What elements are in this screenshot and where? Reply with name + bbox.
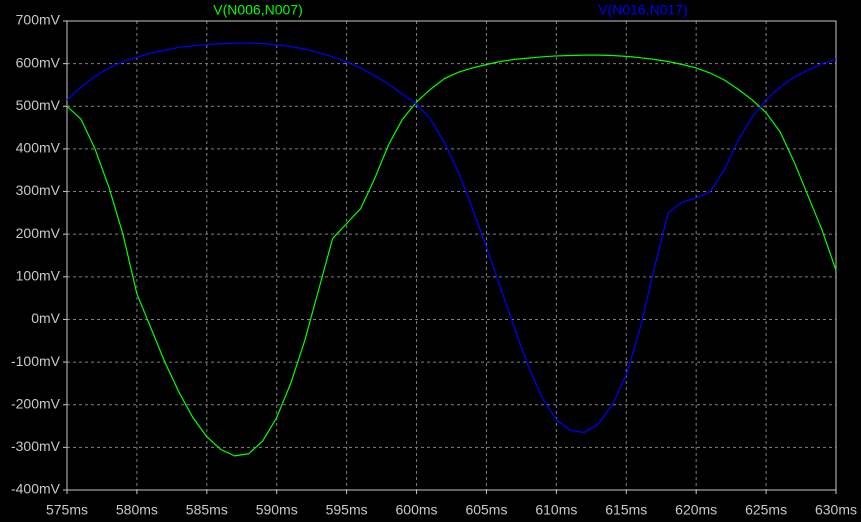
y-tick-label: -100mV [11,353,61,369]
legend-entry: V(N006,N007) [213,2,303,18]
x-tick-label: 630ms [815,502,857,518]
x-tick-label: 580ms [116,502,158,518]
y-tick-label: 500mV [16,97,61,113]
x-tick-label: 590ms [256,502,298,518]
y-tick-label: 400mV [16,140,61,156]
y-tick-label: 100mV [16,268,61,284]
y-tick-label: -200mV [11,395,61,411]
y-tick-label: 0mV [31,310,60,326]
x-tick-label: 600ms [396,502,438,518]
legend-entry: V(N016,N017) [598,2,688,18]
x-tick-label: 575ms [46,502,88,518]
y-tick-label: -300mV [11,438,61,454]
x-tick-label: 595ms [326,502,368,518]
x-tick-label: 620ms [675,502,717,518]
x-tick-label: 625ms [745,502,787,518]
x-tick-label: 605ms [465,502,507,518]
y-tick-label: 600mV [16,54,61,70]
x-tick-label: 615ms [605,502,647,518]
y-tick-label: 700mV [16,12,61,28]
x-tick-label: 610ms [535,502,577,518]
series-line [66,42,837,434]
y-tick-label: 300mV [16,182,61,198]
y-tick-label: -400mV [11,481,61,497]
plot-frame [66,20,837,491]
y-tick-label: 200mV [16,225,61,241]
series-line [66,54,837,457]
x-tick-label: 585ms [186,502,228,518]
